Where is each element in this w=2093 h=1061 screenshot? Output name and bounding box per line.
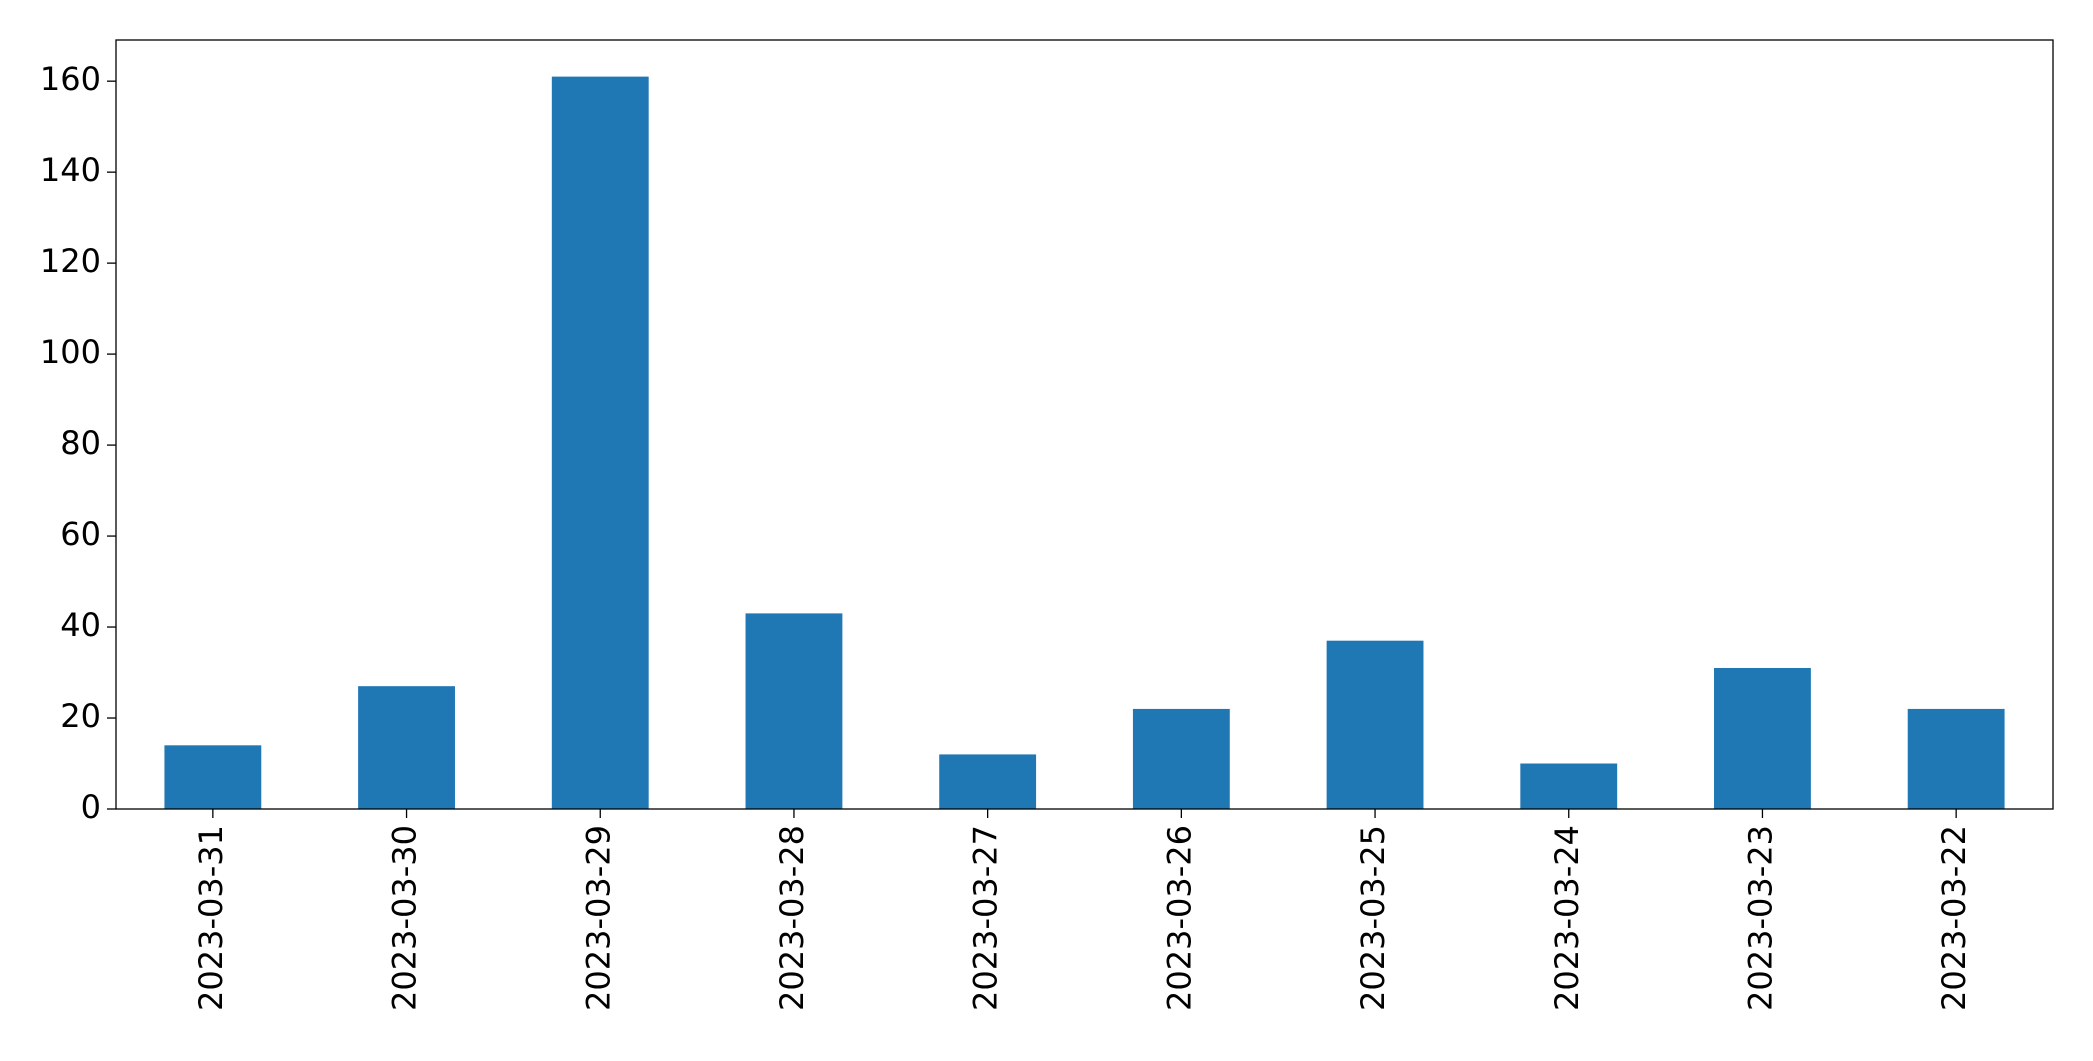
bar: [1520, 763, 1618, 809]
x-tick-label: 2023-03-24: [1548, 825, 1586, 1011]
x-tick-label: 2023-03-31: [192, 825, 230, 1011]
bar: [1907, 708, 2005, 809]
y-tick-label: 80: [60, 424, 101, 462]
bar: [1714, 667, 1811, 809]
bar: [939, 754, 1037, 809]
x-tick-label: 2023-03-25: [1354, 825, 1392, 1011]
bar: [745, 613, 843, 809]
x-tick-label: 2023-03-22: [1935, 825, 1973, 1011]
y-tick-label: 0: [81, 788, 101, 826]
x-tick-label: 2023-03-28: [773, 825, 811, 1011]
x-tick-label: 2023-03-27: [967, 825, 1005, 1011]
y-tick-label: 120: [40, 242, 101, 280]
bar: [1132, 708, 1230, 809]
x-tick-label: 2023-03-29: [579, 825, 617, 1011]
y-tick-label: 160: [40, 60, 101, 98]
bar: [1326, 640, 1424, 809]
y-tick-label: 20: [60, 697, 101, 735]
x-tick-label: 2023-03-30: [386, 825, 424, 1011]
y-tick-label: 100: [40, 333, 101, 371]
x-tick-label: 2023-03-23: [1741, 825, 1779, 1011]
bar: [358, 686, 455, 809]
x-tick-label: 2023-03-26: [1160, 825, 1198, 1011]
y-tick-label: 60: [60, 515, 101, 553]
bar: [551, 76, 649, 810]
bar: [164, 745, 262, 809]
y-tick-label: 40: [60, 606, 101, 644]
axes-frame: [115, 39, 2054, 810]
y-tick-label: 140: [40, 151, 101, 189]
